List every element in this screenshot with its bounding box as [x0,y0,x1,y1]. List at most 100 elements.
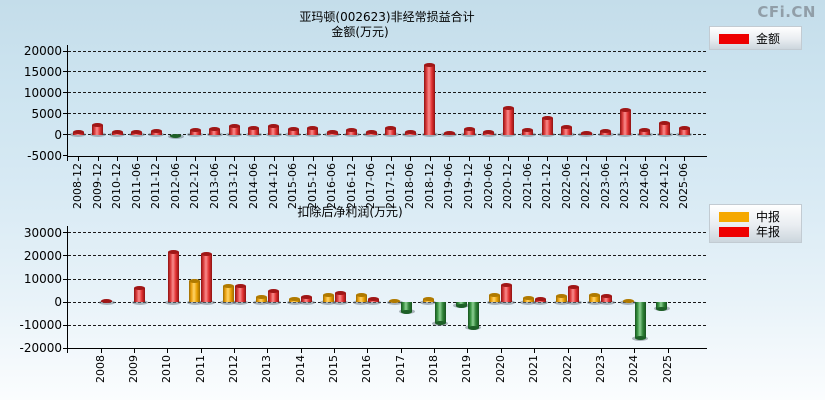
bar-cap [248,126,260,131]
bar-中报-2021 [522,298,534,303]
bar-shadow [128,132,145,138]
x-tick [234,156,236,161]
bar-cap [365,130,377,135]
x-tick-label: 2021-12 [540,162,554,209]
x-tick-label: 2012-12 [188,162,202,209]
x-tick [293,156,295,161]
bar-shadow [320,299,337,305]
x-tick-label: 2009 [126,355,140,384]
x-tick-label: 2020 [493,355,507,384]
bar-shadow [265,299,282,305]
bar-cap [622,298,634,303]
x-tick [547,156,549,161]
x-tick-label: 2018-06 [403,162,417,209]
x-tick-label: 2021 [527,355,541,384]
annual-legend-label: 年报 [756,224,781,239]
x-tick-label: 2016-06 [325,162,339,209]
bar-shadow [353,299,370,305]
x-tick-label: 2019 [460,355,474,384]
bar-shadow [500,132,517,138]
bar-cap [322,292,334,297]
x-tick-label: 2023-12 [618,162,632,209]
y-tick-label: 15000 [23,64,62,79]
bar-金额-2016-12 [346,129,358,135]
x-tick [97,156,99,161]
x-tick [600,349,602,354]
bar-年报-2018 [434,302,446,324]
gridline [68,92,706,94]
bar-中报-2022 [556,296,567,303]
bar-cap [334,291,346,296]
interim-legend-swatch [719,211,749,222]
y-tick-label: 0 [54,127,62,142]
bar-shadow [363,132,380,138]
y-tick [63,301,68,303]
x-tick-label: 2016 [360,355,374,384]
bar-cap [463,127,475,132]
x-tick-label: 2015 [327,355,341,384]
x-tick [334,349,336,354]
bar-cap [131,129,143,134]
bar-cap [228,124,240,129]
x-tick-label: 2012-06 [168,162,182,209]
x-tick-label: 2017 [393,355,407,384]
bar-shadow [617,132,634,138]
bar-金额-2015-06 [287,128,299,135]
bar-cap [619,108,631,113]
bar-shadow [148,132,165,138]
y-tick-label: 20000 [23,248,62,263]
x-tick-label: 2019-06 [442,162,456,209]
bar-cap [589,292,601,297]
x-tick [267,349,269,354]
bar-shadow [186,299,203,305]
bar-年报-2014 [301,296,313,303]
bar-shadow [253,299,270,305]
bar-shadow [480,132,497,138]
x-tick-label: 2008-12 [71,162,84,209]
bar-cap [267,288,279,293]
x-tick-label: 2013-12 [227,162,241,209]
bar-cap [601,294,613,299]
bar-shadow [324,132,341,138]
bar-cap [422,297,434,302]
bar-cap [556,294,567,299]
bar-中报-2025 [656,302,668,309]
x-tick-label: 2023-06 [598,162,612,209]
bar-cap [401,309,413,314]
bar-年报-2015 [334,293,346,303]
bar-金额-2024-12 [659,122,670,135]
bar-shadow [636,132,653,138]
top-chart-subtitle: 金额(万元) [331,25,389,39]
bar-金额-2009-12 [92,125,104,135]
bar-cap [222,284,234,289]
bar-cap [639,128,651,133]
x-tick [634,349,636,354]
cfi-logo: CFi.CN [757,3,816,21]
gridline [68,232,706,234]
x-tick [534,349,536,354]
bar-cap [72,129,84,134]
bar-shadow [586,299,603,305]
bar-中报-2023 [589,294,601,303]
bar-shadow [420,299,437,305]
x-tick-label: 2013 [260,355,274,384]
y-tick-label: -10000 [19,318,62,333]
bar-shadow [520,299,537,305]
y-tick-label: 0 [54,295,62,310]
x-tick-label: 2017-12 [383,162,397,209]
x-tick [200,349,202,354]
bar-shadow [553,299,570,305]
y-tick-label: -20000 [19,341,62,356]
x-tick [567,349,569,354]
bar-cap [234,283,246,288]
x-tick-label: 2008 [93,355,107,384]
bar-cap [561,124,573,129]
x-axis [67,155,707,157]
x-tick-label: 2010-12 [110,162,124,209]
bar-shadow [109,132,126,138]
bar-年报-2017 [401,302,413,312]
bar-金额-2021-12 [541,118,553,135]
bar-shadow [498,299,515,305]
x-tick [78,156,79,161]
bar-cap [389,298,401,303]
